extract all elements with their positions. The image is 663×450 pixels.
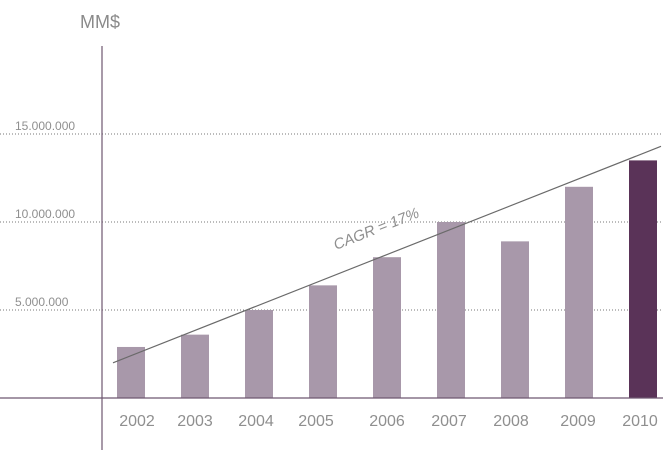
gridlines	[0, 133, 663, 311]
y-tick-labels: 5.000.000 10.000.000 15.000.000	[15, 119, 75, 309]
x-tick-labels: 2002 2003 2004 2005 2006 2007 2008 2009 2010	[119, 413, 658, 430]
x-tick-label-2006: 2006	[369, 413, 405, 430]
bar-2003	[181, 334, 209, 398]
x-tick-label-2005: 2005	[298, 413, 334, 430]
bar-2006	[373, 257, 401, 398]
x-tick-label-2007: 2007	[431, 413, 467, 430]
bars	[117, 160, 657, 398]
bar-2009	[565, 186, 593, 398]
bar-2010	[629, 160, 657, 398]
bar-2002	[117, 346, 145, 398]
y-axis-unit-label: MM$	[80, 12, 120, 32]
bar-2007	[437, 222, 465, 398]
x-tick-label-2010: 2010	[622, 413, 658, 430]
x-tick-label-2002: 2002	[119, 413, 155, 430]
x-tick-label-2004: 2004	[238, 413, 274, 430]
bar-2008	[501, 241, 529, 398]
x-tick-label-2009: 2009	[560, 413, 596, 430]
bar-2004	[245, 310, 273, 398]
y-tick-label: 10.000.000	[15, 207, 75, 221]
bar-2005	[309, 285, 337, 398]
y-tick-label: 15.000.000	[15, 119, 75, 133]
trendline	[112, 145, 662, 364]
x-tick-label-2003: 2003	[177, 413, 213, 430]
x-tick-label-2008: 2008	[493, 413, 529, 430]
axes	[0, 46, 663, 450]
y-tick-label: 5.000.000	[15, 295, 69, 309]
